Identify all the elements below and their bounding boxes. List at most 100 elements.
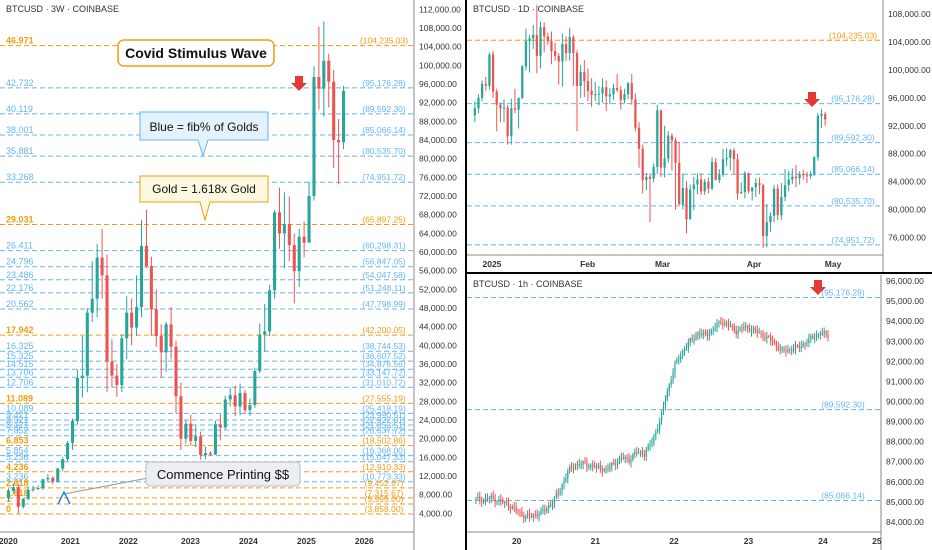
chart-1h-candle-body	[735, 330, 737, 335]
down-arrow-icon	[804, 92, 820, 107]
chart-3w-candle-body	[282, 224, 286, 234]
chart-1d-candle-body	[725, 157, 728, 160]
chart-1h-candle-body	[505, 501, 508, 503]
chart-3w-y-tick-label: 28,000.00	[419, 396, 457, 406]
chart-1d-candle-body	[637, 127, 641, 149]
chart-1h-candle-body	[814, 338, 816, 340]
chart-3w-fib-ratio-label: 23.486	[6, 270, 34, 280]
chart-3w-fib-ratio-label: 46.971	[6, 36, 34, 46]
chart-3w-candle-body	[61, 459, 65, 469]
chart-3w-y-tick-label: 84,000.00	[419, 135, 457, 145]
chart-1h-candle-body	[693, 339, 695, 341]
chart-1h-candle-body	[793, 349, 795, 352]
chart-1d-x-tick-label: May	[825, 259, 842, 269]
chart-1h-candle-body	[626, 457, 628, 459]
chart-1d-fib-price-label: (95,176.28)	[831, 94, 875, 104]
chart-1h-x-tick-label: 22	[669, 536, 679, 546]
chart-1h-candle-body	[710, 329, 712, 334]
chart-1d[interactable]: 76,000.00 80,000.00 84,000.00 88,000.00 92,0…	[467, 0, 932, 273]
chart-3w-fib-ratio-label: 5.236	[6, 452, 29, 462]
chart-3w-candle-body	[46, 477, 50, 480]
chart-1h-candle-body	[745, 325, 747, 328]
chart-1h-candle-body	[722, 323, 724, 325]
chart-3w-candle-body	[51, 477, 55, 482]
chart-1h-x-tick-label: 20	[512, 536, 522, 546]
chart-1h-candle-body	[590, 464, 592, 467]
chart-1h-candle-body	[810, 336, 812, 339]
chart-3w-y-tick-label: 60,000.00	[419, 247, 457, 257]
chart-1h-candle-body	[651, 442, 653, 445]
chart-3w-fib-ratio-label: 9.421	[6, 410, 29, 420]
chart-1h-candle-body	[515, 507, 517, 511]
chart-1d-candle-body	[546, 36, 549, 42]
chart-1d-candle-body	[670, 135, 674, 141]
chart-1h-candle-body	[655, 432, 657, 436]
chart-1h-candle-body	[636, 452, 638, 454]
chart-3w-candle-body	[70, 420, 75, 443]
chart-1h-candle-body	[781, 348, 783, 350]
chart-1d-candle-body	[667, 135, 670, 159]
chart-1d-candle-body	[641, 148, 644, 181]
chart-3w-fib-price-label: (10,773.33)	[362, 472, 406, 482]
chart-1h-y-tick-label: 87,000.00	[886, 457, 924, 467]
chart-3w-candle-body	[120, 338, 124, 385]
chart-1d-candle-body	[798, 173, 801, 179]
chart-3w[interactable]: 4,000.00 8,000.00 12,000.00 16,000.00 20,000…	[0, 0, 466, 550]
annotation-box	[117, 39, 275, 67]
chart-1h-candle-body	[712, 329, 714, 331]
chart-1h[interactable]: 84,000.00 85,000.00 86,000.00 87,000.00 88,0…	[467, 275, 932, 550]
chart-1d-candle-body	[743, 173, 747, 193]
chart-1h-candle-body	[762, 333, 764, 338]
chart-1h-candle-body	[639, 451, 642, 453]
chart-3w-candle-body	[317, 77, 321, 89]
chart-1h-candle-body	[660, 411, 663, 422]
chart-1h-candle-body	[794, 345, 797, 350]
chart-1h-candle-body	[678, 359, 680, 361]
chart-3w-candle-body	[90, 298, 94, 313]
chart-1h-candle-body	[488, 498, 490, 500]
chart-1h-panel[interactable]: 84,000.00 85,000.00 86,000.00 87,000.00 88,0…	[467, 275, 932, 550]
chart-1h-candle-body	[659, 421, 661, 430]
chart-1h-candle-body	[666, 391, 668, 401]
chart-1d-panel[interactable]: 76,000.00 80,000.00 84,000.00 88,000.00 92,0…	[467, 0, 932, 273]
chart-3w-fib-ratio-label: 33.268	[6, 172, 34, 182]
chart-3w-candle-body	[85, 312, 89, 376]
chart-3w-candle-body	[292, 245, 296, 272]
chart-3w-candle-body	[56, 468, 60, 482]
chart-1h-candle-body	[748, 327, 751, 332]
chart-1h-candle-body	[593, 466, 596, 468]
chart-3w-y-tick-label: 48,000.00	[419, 303, 457, 313]
chart-3w-x-tick-label: 2026	[355, 536, 374, 546]
chart-1d-candle-body	[484, 83, 487, 86]
chart-3w-candle-body	[110, 361, 114, 376]
chart-1h-candle-body	[536, 514, 538, 517]
chart-1d-candle-body	[630, 83, 633, 100]
chart-1d-candle-body	[685, 187, 688, 220]
chart-1d-candle-body	[689, 189, 692, 220]
chart-3w-candle-body	[273, 212, 277, 291]
chart-1d-candle-body	[488, 54, 491, 86]
chart-1h-candle-body	[484, 498, 487, 501]
chart-1d-fib-price-label: (74,951.72)	[831, 235, 875, 245]
chart-1d-candle-body	[590, 90, 593, 96]
chart-3w-fib-price-label: (54,047.58)	[362, 270, 406, 280]
chart-1d-candle-body	[718, 174, 721, 181]
chart-3w-fib-ratio-label: 15.325	[6, 351, 34, 361]
chart-3w-candle-body	[164, 324, 168, 353]
annotation-text: Gold = 1.618x Gold	[152, 182, 256, 196]
chart-1h-candle-body	[532, 514, 534, 517]
chart-1d-candle-body	[816, 115, 820, 158]
chart-1h-candle-body	[649, 444, 651, 446]
chart-1h-candle-body	[766, 335, 768, 339]
chart-1d-candle-body	[634, 99, 637, 128]
chart-1h-candle-body	[638, 451, 640, 453]
chart-1d-candle-body	[805, 175, 809, 177]
chart-1d-fib-price-label: (89,592.30)	[831, 133, 875, 143]
chart-1h-y-tick-label: 96,000.00	[886, 276, 924, 286]
chart-1h-candle-body	[773, 342, 776, 344]
chart-1d-candle-body	[758, 183, 761, 186]
chart-1h-candle-body	[771, 340, 774, 343]
chart-1d-candle-body	[703, 181, 706, 192]
chart-3w-y-tick-label: 20,000.00	[419, 434, 457, 444]
chart-3w-panel[interactable]: 4,000.00 8,000.00 12,000.00 16,000.00 20,000…	[0, 0, 466, 550]
